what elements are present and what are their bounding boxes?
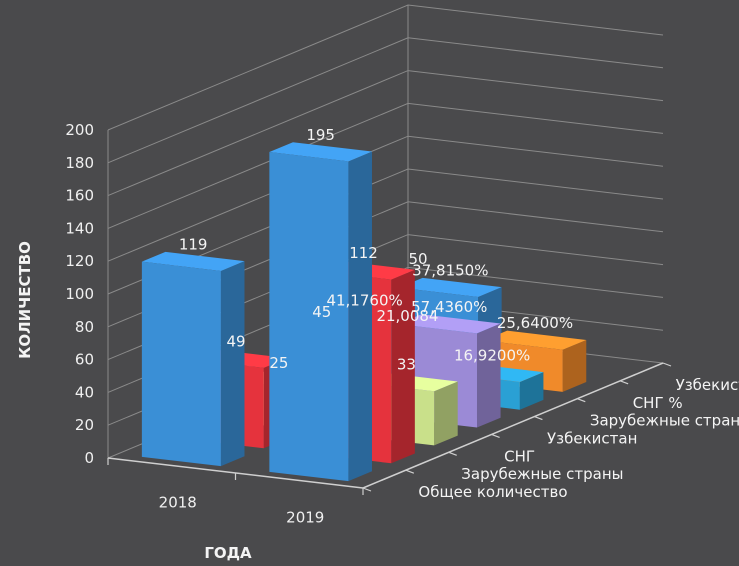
bar-front xyxy=(141,261,221,467)
data-label: 21,0084 xyxy=(376,307,438,325)
gridline xyxy=(107,37,664,164)
y-tick-label: 80 xyxy=(75,318,94,336)
y-tick-label: 0 xyxy=(84,449,94,467)
x-axis-title: ГОДА xyxy=(204,544,252,562)
series-axis-label: СНГ % xyxy=(633,394,683,412)
data-label: 45 xyxy=(312,303,331,321)
bar-top xyxy=(483,330,587,350)
data-label: 119 xyxy=(179,235,208,253)
data-label: 112 xyxy=(349,244,378,262)
depth-tick xyxy=(448,451,457,456)
y-tick-label: 200 xyxy=(65,121,94,139)
bar-front xyxy=(269,152,349,482)
y-tick-label: 140 xyxy=(65,219,94,237)
gridline xyxy=(107,4,664,131)
y-tick-label: 120 xyxy=(65,252,94,270)
data-label: 37,8150% xyxy=(412,261,488,279)
bar-1-2018 xyxy=(141,251,245,467)
depth-tick xyxy=(662,362,672,367)
y-axis-title: КОЛИЧЕСТВО xyxy=(16,241,34,359)
y-tick-label: 160 xyxy=(65,187,94,205)
series-axis-label: Общее количество xyxy=(418,483,567,501)
data-label: 57,4360% xyxy=(411,298,487,316)
bar-side xyxy=(434,381,458,446)
depth-tick xyxy=(491,433,500,438)
depth-tick xyxy=(362,487,372,492)
y-tick-label: 20 xyxy=(75,416,94,434)
bar-top xyxy=(269,142,372,162)
bar-side xyxy=(348,151,372,482)
axes xyxy=(107,130,672,495)
x-tick-label: 2018 xyxy=(159,494,197,512)
bar-side xyxy=(476,323,501,428)
depth-tick xyxy=(619,380,629,385)
data-label: 25,6400% xyxy=(497,314,573,332)
depth-tick xyxy=(405,469,415,474)
series-axis-label: Узбекистан xyxy=(547,430,637,448)
data-labels: 37,8150% 25,6400% 21,0084 16,9200% 41,1760% 5… xyxy=(179,126,573,374)
series-axis-label: Зарубежные страны % xyxy=(590,412,739,430)
y-tick-label: 100 xyxy=(65,285,94,303)
data-label: 41,1760% xyxy=(326,292,402,310)
data-label-extra: 50 xyxy=(408,250,427,268)
depth-tick xyxy=(534,416,543,421)
series-axis-label: Зарубежные страны xyxy=(461,465,623,483)
y-tick-labels: 0 20 40 60 80 100 120 140 160 180 200 xyxy=(65,121,94,467)
series-axis-label: СНГ xyxy=(504,447,535,465)
depth-axis-line xyxy=(362,362,664,489)
bar-side xyxy=(562,339,587,392)
data-label: 16,9200% xyxy=(454,346,530,364)
bar-side xyxy=(391,269,415,464)
y-tick-label: 180 xyxy=(65,154,94,172)
data-label: 25 xyxy=(269,354,288,372)
bar-1-2019 xyxy=(269,142,372,482)
bars xyxy=(141,142,587,482)
bar-top xyxy=(141,251,245,271)
x-tick-labels: 2018 2019 xyxy=(159,494,325,527)
data-label: 49 xyxy=(226,332,245,350)
series-axis-label: Узбекистан % xyxy=(676,376,739,394)
bar-side xyxy=(220,261,245,467)
data-label: 33 xyxy=(397,356,416,374)
bar-top xyxy=(397,314,501,334)
bar-side xyxy=(519,372,544,410)
gridline xyxy=(107,102,664,229)
y-tick-label: 40 xyxy=(75,383,94,401)
data-label: 195 xyxy=(306,126,335,144)
y-tick-label: 60 xyxy=(75,351,94,369)
gridline xyxy=(107,70,664,197)
depth-tick xyxy=(577,398,586,403)
x-tick-label: 2019 xyxy=(286,509,324,527)
bar-top xyxy=(399,277,502,297)
